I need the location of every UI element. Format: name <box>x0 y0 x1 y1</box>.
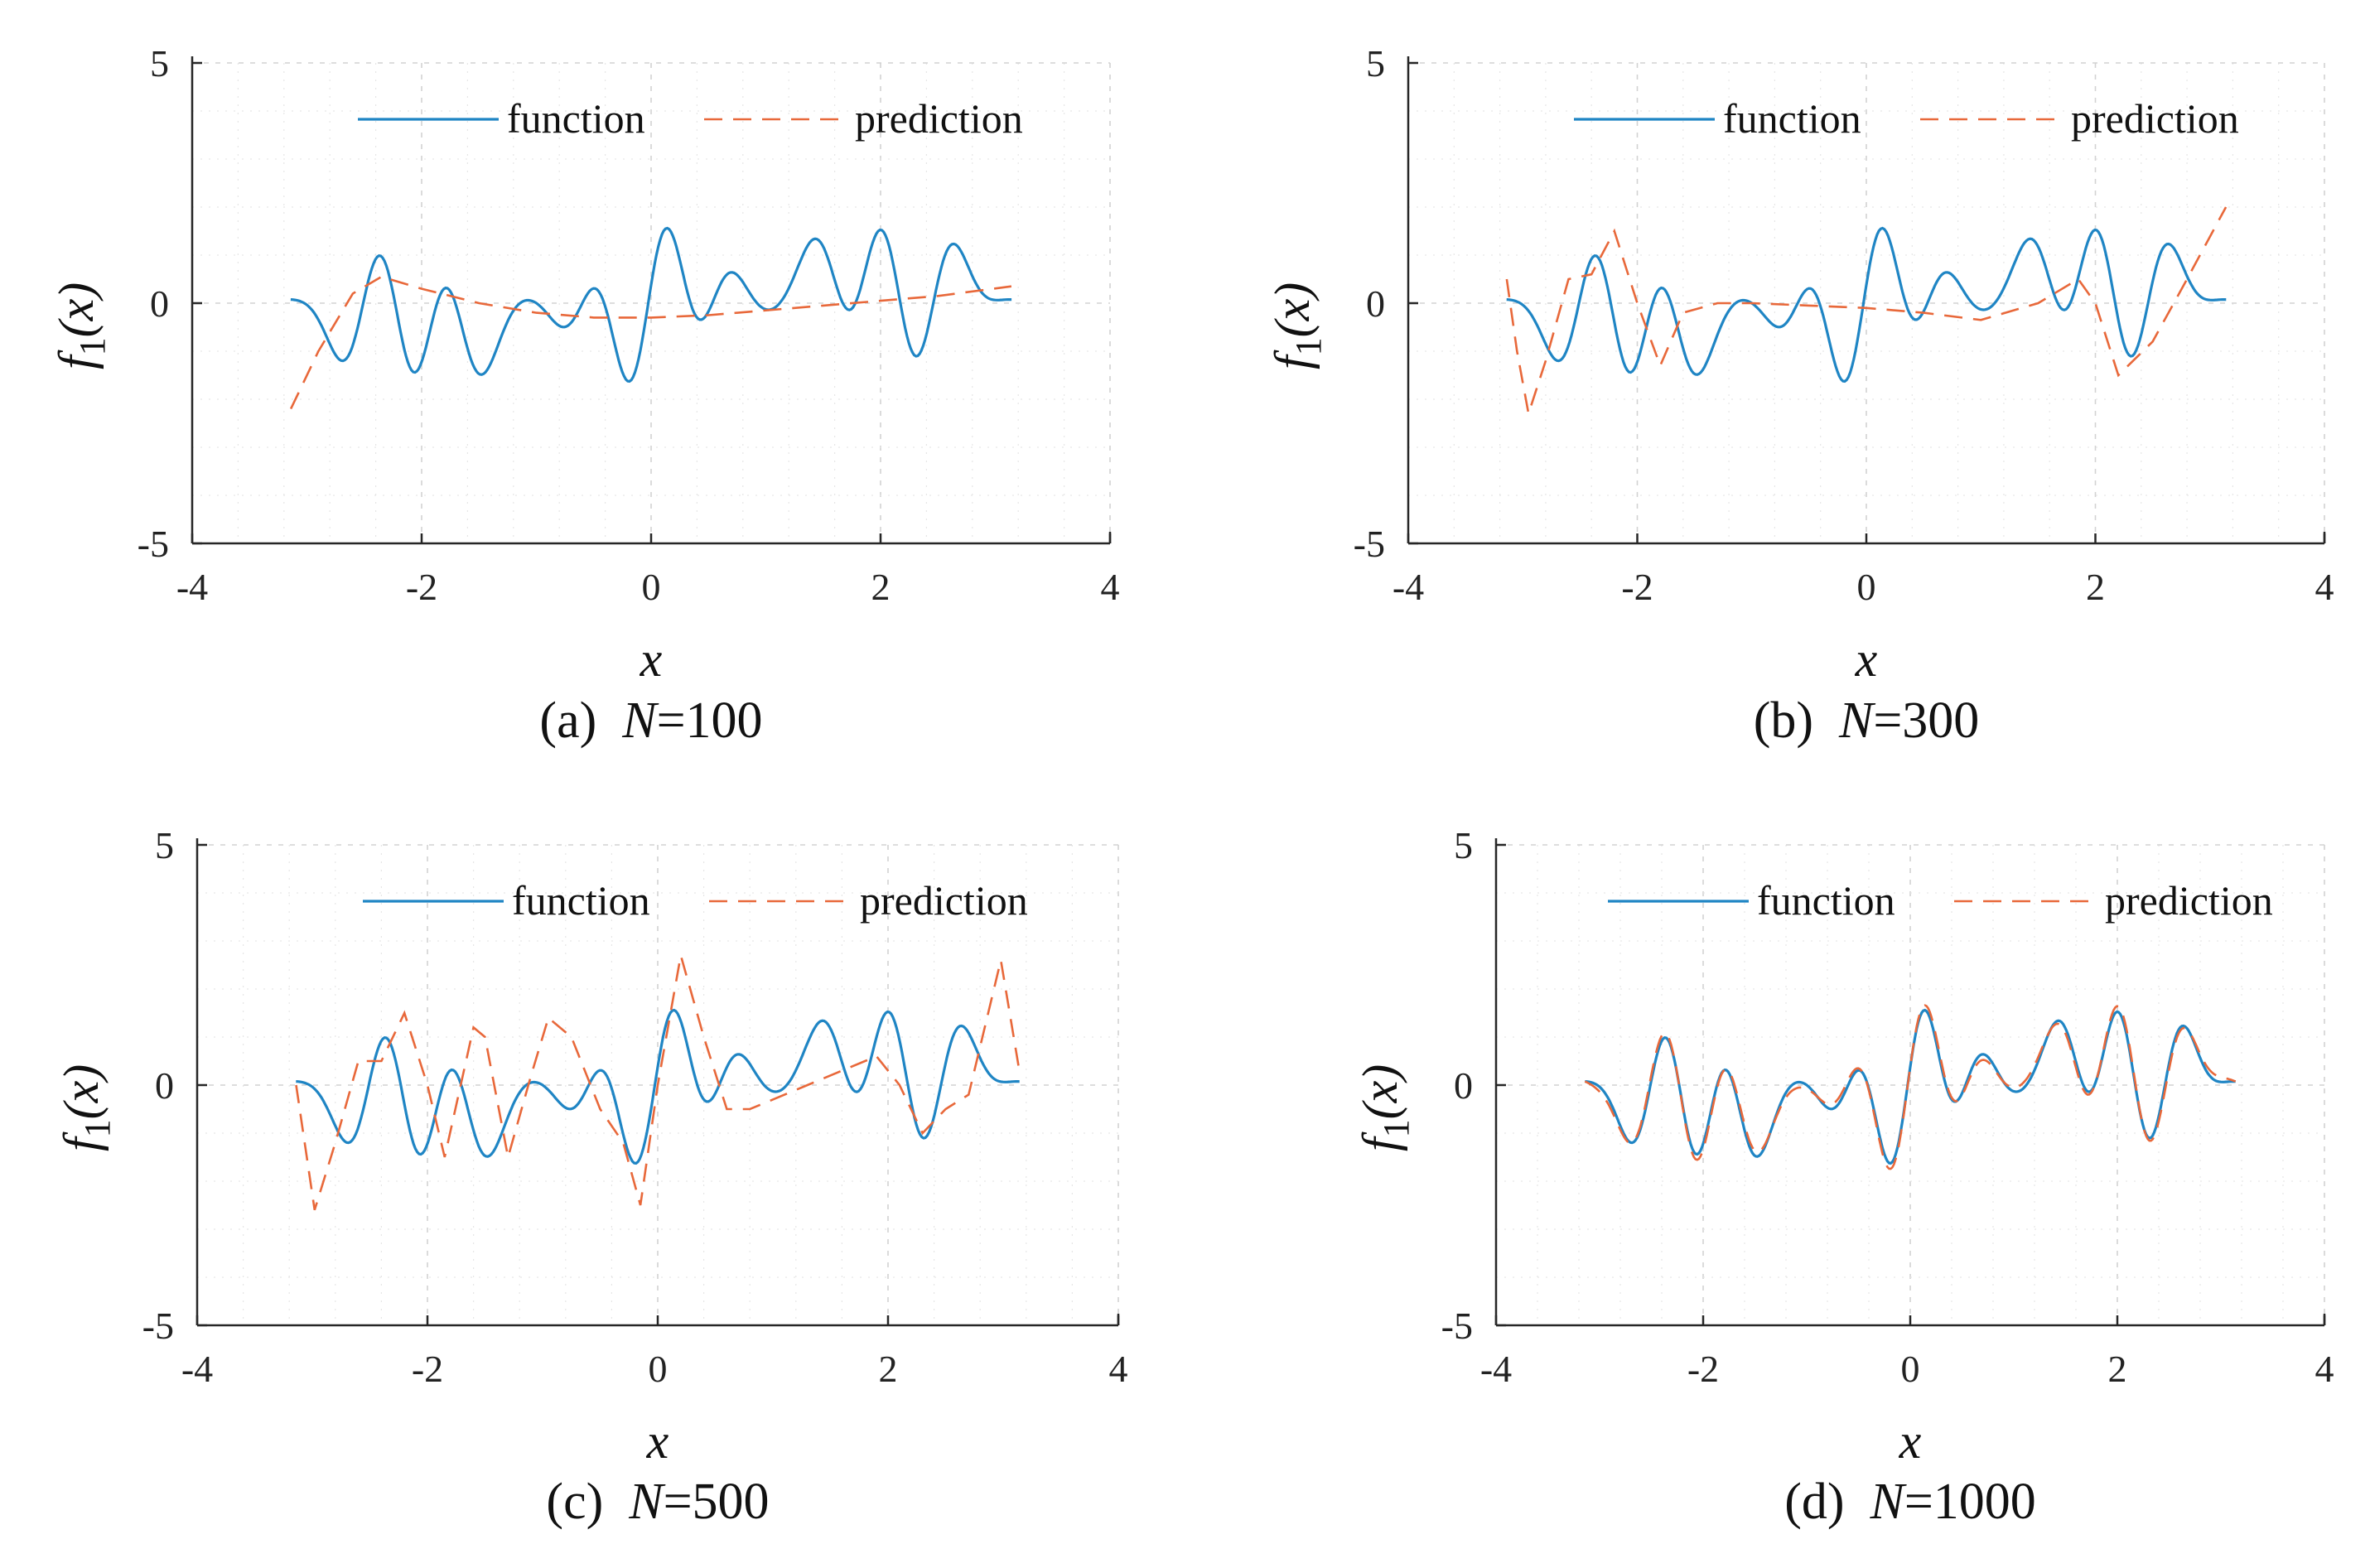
series-line-function <box>1585 1008 2236 1165</box>
x-tick-label: 4 <box>1109 1348 1128 1390</box>
y-tick-label: 5 <box>1454 824 1473 866</box>
caption-n-symbol: N <box>621 692 659 749</box>
y-tick-label: -5 <box>138 523 169 565</box>
y-tick-label: 0 <box>1454 1064 1473 1107</box>
x-axis-label: x <box>640 632 663 687</box>
caption-label: (c) <box>546 1474 603 1530</box>
x-tick-label: 4 <box>2315 1348 2334 1390</box>
caption-space <box>1844 1474 1870 1530</box>
caption-space <box>603 1474 629 1530</box>
x-axis-label: x <box>1899 1414 1922 1469</box>
x-tick-label: -4 <box>176 566 208 608</box>
x-axis-label: x <box>1855 632 1878 687</box>
panel-caption: (b) N=300 <box>1754 692 1980 749</box>
y-tick-label: -5 <box>1354 523 1385 565</box>
x-tick-label: 4 <box>2315 566 2334 608</box>
series-line-prediction <box>289 275 1012 410</box>
caption-n-symbol: N <box>628 1474 666 1530</box>
legend-label-function: function <box>512 877 650 924</box>
x-tick-label: -4 <box>1480 1348 1512 1390</box>
x-tick-label: -2 <box>406 566 437 608</box>
caption-n-value: =500 <box>664 1474 770 1530</box>
y-axis-label-arg: (x) <box>1265 282 1320 338</box>
grid <box>197 844 1119 1325</box>
chart-panel-a: -4 -2 0 2 4 -5 0 5 x f1(x) function prediction (a) N… <box>49 42 1120 749</box>
x-tick-label: 0 <box>1901 1348 1920 1390</box>
y-tick-label: 0 <box>155 1064 174 1107</box>
panel-caption: (c) N=500 <box>546 1474 769 1530</box>
series-line-function <box>296 1008 1020 1165</box>
caption-n-symbol: N <box>1869 1474 1907 1530</box>
panel-caption: (d) N=1000 <box>1784 1474 2036 1530</box>
y-axis-label-sub: 1 <box>72 337 113 355</box>
grid <box>1408 62 2325 543</box>
caption-space <box>596 692 622 749</box>
series-line-prediction <box>1584 1004 2237 1170</box>
caption-space <box>1813 692 1839 749</box>
panel-caption: (a) N=100 <box>539 692 762 749</box>
caption-n-value: =100 <box>657 692 763 749</box>
y-tick-label: 0 <box>150 282 169 325</box>
y-axis-label-arg: (x) <box>1353 1064 1407 1120</box>
y-tick-label: -5 <box>1441 1305 1473 1347</box>
legend-label-function: function <box>1723 95 1861 142</box>
x-tick-label: 0 <box>1857 566 1876 608</box>
caption-label: (d) <box>1784 1474 1844 1530</box>
x-tick-label: -2 <box>1687 1348 1719 1390</box>
x-tick-label: -4 <box>1393 566 1424 608</box>
legend: function prediction <box>1608 877 2273 924</box>
x-tick-label: 4 <box>1101 566 1120 608</box>
y-tick-label: 0 <box>1366 282 1385 325</box>
caption-label: (a) <box>539 692 596 749</box>
chart-panel-c: -4 -2 0 2 4 -5 0 5 x f1(x) function prediction (c) N… <box>54 824 1128 1530</box>
legend: function prediction <box>1574 95 2239 142</box>
legend-label-prediction: prediction <box>855 95 1023 142</box>
legend-label-function: function <box>1757 877 1895 924</box>
x-axis-label: x <box>646 1414 669 1469</box>
series-line-prediction <box>295 955 1021 1211</box>
x-tick-label: -4 <box>181 1348 213 1390</box>
y-axis-label-sub: 1 <box>1376 1119 1417 1137</box>
legend-label-function: function <box>507 95 645 142</box>
y-tick-label: 5 <box>1366 42 1385 84</box>
chart-panel-d: -4 -2 0 2 4 -5 0 5 x f1(x) function prediction (d) N… <box>1353 824 2334 1530</box>
series-line-function <box>1506 226 2227 384</box>
caption-n-value: =300 <box>1873 692 1979 749</box>
y-axis-label-sub: 1 <box>77 1119 118 1137</box>
caption-n-value: =1000 <box>1904 1474 2036 1530</box>
x-tick-label: 2 <box>2086 566 2105 608</box>
x-tick-label: 0 <box>642 566 661 608</box>
caption-n-symbol: N <box>1838 692 1876 749</box>
legend-label-prediction: prediction <box>860 877 1028 924</box>
caption-label: (b) <box>1754 692 1813 749</box>
y-axis-label: f1(x) <box>1265 282 1329 369</box>
y-axis-label: f1(x) <box>49 282 113 369</box>
y-tick-label: 5 <box>150 42 169 84</box>
y-axis-label: f1(x) <box>54 1064 118 1151</box>
x-tick-label: -2 <box>1621 566 1653 608</box>
x-tick-label: -2 <box>412 1348 443 1390</box>
x-tick-label: 2 <box>871 566 891 608</box>
x-tick-label: 0 <box>649 1348 668 1390</box>
y-axis-label-arg: (x) <box>54 1064 109 1120</box>
y-tick-label: -5 <box>142 1305 174 1347</box>
legend: function prediction <box>358 95 1023 142</box>
x-tick-label: 2 <box>879 1348 898 1390</box>
chart-panel-b: -4 -2 0 2 4 -5 0 5 x f1(x) function prediction (b) N… <box>1265 42 2334 749</box>
legend-label-prediction: prediction <box>2071 95 2239 142</box>
legend: function prediction <box>363 877 1028 924</box>
grid <box>1496 844 2325 1325</box>
y-tick-label: 5 <box>155 824 174 866</box>
y-axis-label-arg: (x) <box>49 282 104 338</box>
y-axis-label: f1(x) <box>1353 1064 1417 1151</box>
series-line-prediction <box>1505 206 2228 414</box>
series-line-function <box>290 226 1012 384</box>
x-tick-label: 2 <box>2108 1348 2127 1390</box>
y-axis-label-sub: 1 <box>1288 337 1329 355</box>
legend-label-prediction: prediction <box>2105 877 2273 924</box>
